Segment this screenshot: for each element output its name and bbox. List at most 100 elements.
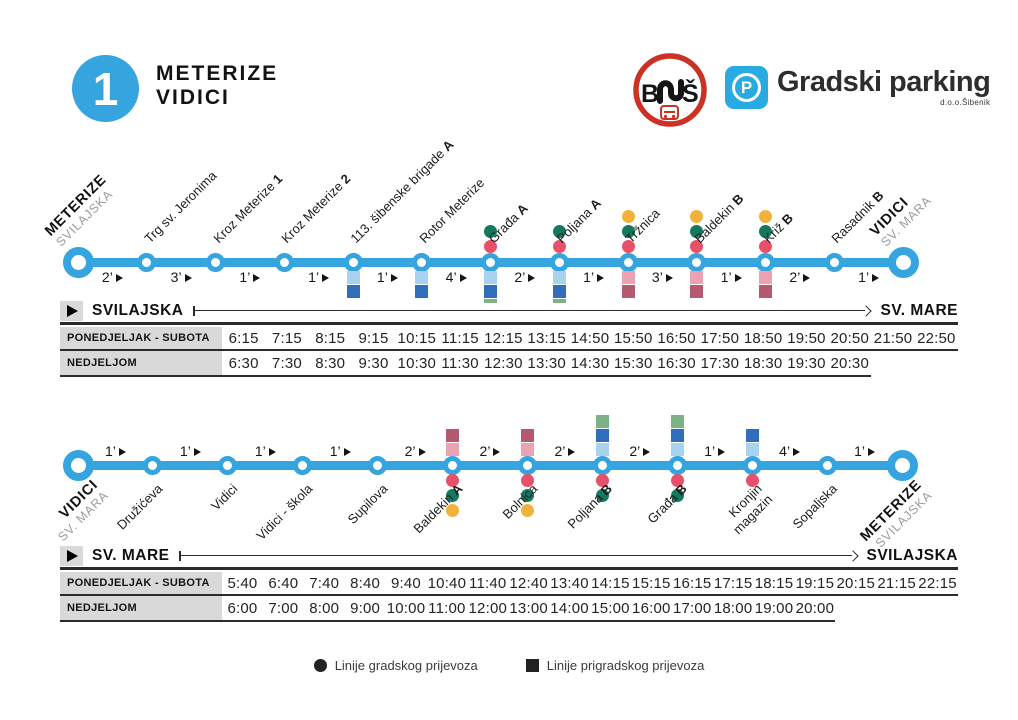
departure-time-cell: 7:00	[268, 599, 299, 617]
legend-label: Linije prigradskog prijevoza	[546, 658, 705, 673]
city-line-markers	[484, 225, 498, 253]
suburban-line-markers	[759, 271, 773, 298]
segment-travel-time: 1’	[85, 443, 145, 459]
segment-time-value: 1’	[854, 443, 865, 459]
stop-label: METERIZE SVILAJSKA	[858, 477, 936, 555]
stop-circle	[206, 252, 225, 272]
suburban-line-markers	[415, 271, 429, 298]
stop-circle	[824, 252, 844, 272]
city-line-markers	[621, 210, 635, 253]
stop-name: Rotor Meterize	[416, 175, 488, 246]
row-underline	[60, 374, 871, 377]
departure-time-cell: 21:50	[873, 329, 913, 347]
bus-company-logo: B Š	[630, 50, 710, 130]
sq-marker-pink	[690, 271, 704, 284]
departure-time-cell: 15:50	[614, 329, 653, 347]
stop-circle	[412, 252, 432, 272]
timetable-times: 6:30 7:30 8:30 9:30 10:30 11:30 12:30 13:30 14:3…	[222, 351, 958, 375]
direction-from: SVILAJSKA	[92, 301, 184, 319]
terminal-stop-circle	[887, 246, 919, 278]
sq-marker-maroon	[446, 429, 460, 442]
stop-label: Sopaljska	[789, 481, 839, 531]
departure-time-cell: 18:50	[743, 329, 783, 347]
dot-marker-red	[552, 240, 566, 253]
sq-marker-maroon	[520, 429, 534, 442]
departure-time-cell: 17:00	[672, 599, 712, 617]
timetable-row-label: NEDJELJOM	[60, 351, 222, 375]
play-arrow-icon	[60, 545, 83, 566]
dot-marker-green	[446, 489, 460, 502]
departure-time-cell: 11:00	[428, 599, 466, 617]
stop-circle	[343, 252, 363, 272]
stop-label: Građa B	[645, 481, 690, 526]
gradski-parking-logo: P Gradski parking d.o.o.Šibenik	[725, 66, 991, 109]
sq-marker-maroon	[621, 285, 635, 298]
play-arrow-icon	[60, 300, 83, 321]
stop-circle	[137, 252, 157, 272]
route-title: METERIZE VIDICI	[156, 62, 278, 110]
stop-label: METERIZE SVILAJSKA	[42, 172, 120, 250]
departure-time-cell: 20:30	[830, 354, 870, 372]
segment-travel-time: 1’	[701, 269, 761, 285]
stop-circle	[592, 455, 612, 475]
segment-travel-time: 2’	[495, 269, 555, 285]
departure-time-cell: 9:30	[358, 354, 389, 372]
city-lines-circle-icon	[313, 659, 327, 672]
segment-arrow-icon	[193, 447, 201, 456]
segment-time-value: 1’	[179, 443, 191, 459]
departure-time-cell: 20:00	[795, 599, 835, 617]
segment-arrow-icon	[803, 273, 811, 282]
departure-time-cell: 14:50	[570, 329, 610, 347]
city-line-markers	[690, 210, 704, 253]
stop-label: Građa A	[485, 201, 530, 246]
svg-text:B: B	[641, 80, 659, 108]
departure-time-cell: 6:30	[228, 354, 259, 372]
stop-circle	[218, 455, 238, 475]
dot-marker-green	[670, 489, 684, 502]
timetable-rows: PONEDJELJAK - SUBOTA 6:15 7:15 8:15 9:15 10:1…	[60, 327, 958, 377]
segment-arrow-icon	[597, 273, 605, 282]
stop-label: Kroz Meterize 1	[210, 171, 285, 246]
dot-marker-green	[690, 225, 704, 238]
departure-time-cell: 6:40	[268, 574, 299, 592]
departure-time-cell: 10:00	[386, 599, 426, 617]
parking-letter: P	[740, 77, 753, 97]
departure-time-cell: 15:15	[632, 574, 671, 592]
segment-travel-time: 2’	[460, 443, 520, 459]
bus-icon	[660, 105, 679, 120]
departure-time-cell: 20:15	[836, 574, 876, 592]
departure-time-cell: 15:30	[614, 354, 653, 372]
dot-marker-red	[759, 240, 772, 253]
segment-arrow-icon	[459, 273, 467, 282]
suburban-line-markers	[670, 415, 684, 456]
segment-arrow-icon	[665, 273, 673, 282]
timetable-header: SVILAJSKA SV. MARE	[60, 300, 958, 325]
departure-time-cell: 16:50	[657, 329, 696, 347]
departure-time-cell: 19:30	[787, 354, 826, 372]
departure-time-cell: 13:30	[527, 354, 566, 372]
dot-marker-red	[745, 474, 759, 487]
segment-time-value: 4’	[779, 443, 791, 459]
dot-marker-red	[595, 474, 609, 487]
dot-marker-green	[484, 225, 497, 238]
departure-time-cell: 19:50	[787, 329, 826, 347]
dot-marker-green	[621, 225, 635, 238]
departure-time-cell: 12:00	[468, 599, 508, 617]
row-underline	[60, 619, 835, 622]
stop-label: Družićeva	[114, 481, 165, 532]
segment-travel-time: 1’	[685, 443, 745, 459]
parking-p-icon: P	[725, 66, 768, 109]
departure-time-cell: 7:40	[309, 574, 340, 592]
segment-travel-time: 1’	[220, 269, 280, 285]
dot-marker-green	[520, 489, 534, 502]
segment-travel-time: 1’	[160, 443, 220, 459]
suburban-line-markers	[745, 429, 759, 456]
segment-time-value: 1’	[239, 269, 251, 285]
stop-name: Poljana A	[553, 195, 605, 246]
timetable-row-label: PONEDJELJAK - SUBOTA	[60, 572, 222, 594]
departure-time-cell: 12:40	[509, 574, 548, 592]
stop-name: Družićeva	[114, 481, 166, 533]
segment-arrow-icon	[118, 447, 126, 456]
stop-name: Vidici	[208, 481, 241, 514]
dot-marker-yellow	[520, 504, 534, 517]
